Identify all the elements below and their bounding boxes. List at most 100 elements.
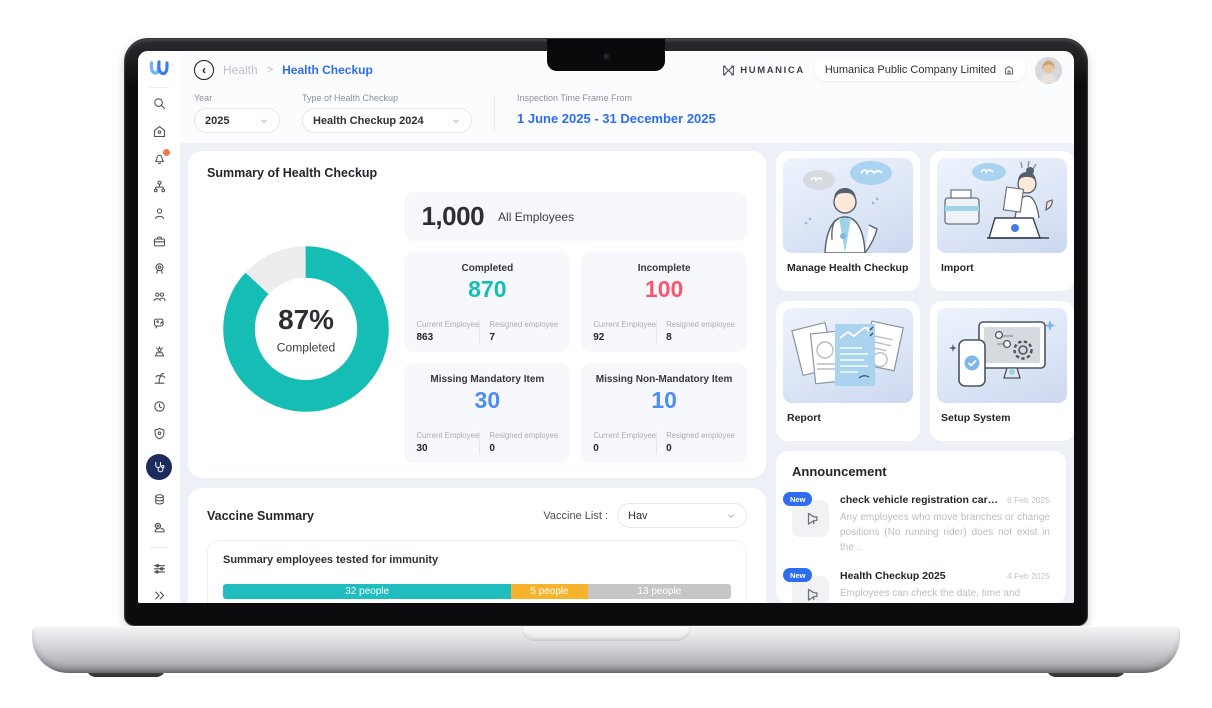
stat-label: Missing Non-Mandatory Item xyxy=(595,374,733,385)
import-card[interactable]: Import xyxy=(930,151,1074,291)
announcement-date: 4 Feb 2025 xyxy=(1006,571,1050,581)
announcement-item[interactable]: New check vehicle registration car brand… xyxy=(783,492,1050,555)
resigned-employee-label: Resigned employee xyxy=(489,320,559,329)
health-checkup-stethoscope-icon[interactable] xyxy=(146,453,172,480)
setup-system-card[interactable]: Setup System xyxy=(930,301,1074,441)
breadcrumb-separator: > xyxy=(266,64,274,76)
bar-segment-immune: 32 people xyxy=(223,584,512,599)
company-selector[interactable]: Humanica Public Company Limited xyxy=(813,59,1026,81)
all-employees-card: 1,000 All Employees xyxy=(404,192,747,241)
all-employees-value: 1,000 xyxy=(421,201,485,231)
type-select[interactable]: Health Checkup 2024 xyxy=(302,108,472,133)
current-employee-label: Current Employee xyxy=(416,431,480,440)
timeframe-label: Inspection Time Frame From xyxy=(517,93,633,103)
report-label: Report xyxy=(787,412,821,424)
current-employee-value: 863 xyxy=(416,332,434,343)
chevron-down-icon xyxy=(728,513,734,518)
avatar-image xyxy=(1035,56,1062,84)
announcement-title: Announcement xyxy=(792,464,887,479)
vaccine-value: Hav xyxy=(628,509,648,522)
back-button[interactable]: ‹ xyxy=(194,60,214,80)
current-employee-value: 0 xyxy=(593,443,599,454)
timeframe-value: 1 June 2025 - 31 December 2025 xyxy=(517,111,716,126)
resigned-employee-value: 0 xyxy=(666,443,672,454)
vaccine-select[interactable]: Hav xyxy=(617,503,747,528)
year-select[interactable]: 2025 xyxy=(194,108,280,133)
time-clock-icon[interactable] xyxy=(147,399,171,414)
summary-title: Summary of Health Checkup xyxy=(207,166,378,180)
current-employee-value: 30 xyxy=(416,443,428,454)
funds-icon[interactable] xyxy=(147,520,171,535)
filter-divider xyxy=(494,95,495,131)
search-icon[interactable] xyxy=(147,96,171,111)
announcement-item[interactable]: New Health Checkup 2025 4 Feb 2025 Emplo… xyxy=(783,568,1050,603)
humanica-brand-text: HUMANICA xyxy=(740,64,805,76)
recognition-icon[interactable] xyxy=(147,344,171,359)
announcement-body: Any employees who move branches or chang… xyxy=(840,512,1050,553)
setup-system-label: Setup System xyxy=(941,412,1011,424)
quick-actions: Manage Health Checkup xyxy=(776,151,1074,441)
new-badge: New xyxy=(783,492,813,506)
manage-health-checkup-card[interactable]: Manage Health Checkup xyxy=(776,151,920,291)
stat-value: 100 xyxy=(644,276,684,302)
webcam-icon xyxy=(602,53,610,60)
home-icon[interactable] xyxy=(147,124,171,139)
all-employees-label: All Employees xyxy=(498,209,575,224)
chevron-down-icon xyxy=(261,118,267,123)
megaphone-icon xyxy=(807,512,818,525)
completion-donut-chart: 87% Completed xyxy=(207,184,404,463)
employee-icon[interactable] xyxy=(147,206,171,221)
manage-health-checkup-label: Manage Health Checkup xyxy=(787,262,909,274)
benefits-shield-icon[interactable] xyxy=(147,426,171,441)
stat-card-completed: Completed 870 Current Employee 863 Resign… xyxy=(404,252,571,352)
resigned-employee-value: 7 xyxy=(489,332,495,343)
briefcase-icon[interactable] xyxy=(147,234,171,249)
announcement-icon-box: New xyxy=(783,492,829,537)
laptop-lid-scoop xyxy=(521,626,691,641)
new-badge: New xyxy=(783,568,813,582)
resigned-employee-label: Resigned employee xyxy=(666,320,735,329)
collapse-chevrons-icon[interactable] xyxy=(147,588,171,603)
announcement-date: 6 Feb 2025 xyxy=(1006,495,1050,505)
donut-caption: Completed xyxy=(277,340,335,354)
bar-segment-other: 13 people xyxy=(587,584,731,599)
stat-label: Incomplete xyxy=(637,263,691,274)
announcement-body: Employees can check the date, time and xyxy=(840,588,1021,599)
announcement-icon-box: New xyxy=(783,568,829,603)
settings-sliders-icon[interactable] xyxy=(147,561,171,576)
current-employee-label: Current Employee xyxy=(416,320,480,329)
app-logo-icon xyxy=(149,60,169,76)
immunity-box: Summary employees tested for immunity 32… xyxy=(207,540,747,603)
coins-icon[interactable] xyxy=(147,492,171,507)
resigned-employee-value: 0 xyxy=(489,443,495,454)
megaphone-icon xyxy=(807,588,818,601)
chat-media-icon[interactable] xyxy=(147,316,171,331)
breadcrumb-parent[interactable]: Health xyxy=(223,63,258,77)
vaccine-summary-card: Vaccine Summary Vaccine List : Hav Summa… xyxy=(188,488,766,603)
sidebar-section-divider xyxy=(150,547,168,548)
report-illustration xyxy=(783,308,913,403)
filter-type: Type of Health Checkup Health Checkup 20… xyxy=(302,93,472,133)
humanica-brand-icon xyxy=(723,65,735,75)
team-icon[interactable] xyxy=(147,289,171,304)
badge-icon[interactable] xyxy=(147,261,171,276)
current-employee-label: Current Employee xyxy=(593,431,657,440)
report-card[interactable]: Report xyxy=(776,301,920,441)
stat-value: 870 xyxy=(468,276,507,302)
immunity-subtitle: Summary employees tested for immunity xyxy=(223,554,439,566)
import-label: Import xyxy=(941,262,974,274)
year-label: Year xyxy=(194,93,213,103)
leave-palm-icon[interactable] xyxy=(147,371,171,386)
stat-value: 30 xyxy=(474,387,501,413)
setup-system-illustration xyxy=(937,308,1067,403)
breadcrumb-current: Health Checkup xyxy=(282,63,373,77)
bell-icon[interactable] xyxy=(147,149,171,166)
announcement-card: Announcement New check vehicle registrat… xyxy=(776,451,1066,603)
user-avatar[interactable] xyxy=(1035,56,1062,84)
org-chart-icon[interactable] xyxy=(147,179,171,194)
stat-value: 10 xyxy=(651,387,677,413)
vaccine-list-label: Vaccine List : xyxy=(543,509,608,522)
laptop-notch xyxy=(547,39,665,71)
resigned-employee-value: 8 xyxy=(666,332,672,343)
